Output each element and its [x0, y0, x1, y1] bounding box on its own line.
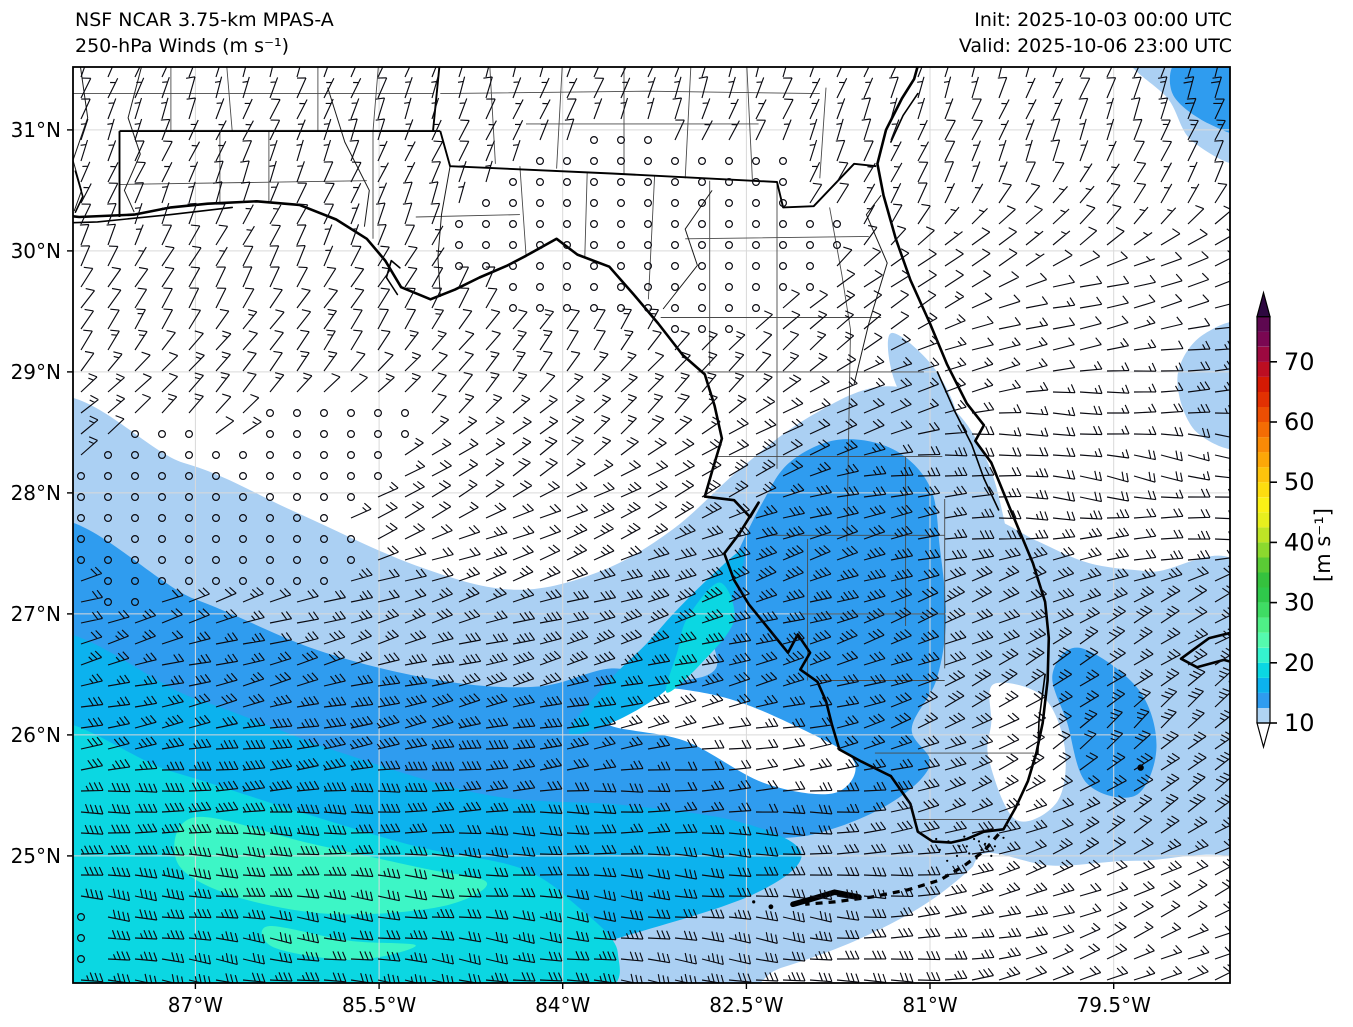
- colorbar-tick-label: 20: [1284, 649, 1315, 677]
- colorbar-tick-label: 50: [1284, 468, 1315, 496]
- x-tick-label: 84°W: [535, 993, 590, 1017]
- colorbar-segment: [1257, 331, 1270, 347]
- colorbar-segment: [1257, 677, 1270, 693]
- y-tick-label: 29°N: [11, 360, 61, 384]
- colorbar-segment: [1257, 647, 1270, 663]
- colorbar-segment: [1257, 632, 1270, 648]
- colorbar-tick-label: 40: [1284, 528, 1315, 556]
- y-tick-label: 26°N: [11, 723, 61, 747]
- colorbar-segment: [1257, 346, 1270, 362]
- colorbar-segment: [1257, 407, 1270, 422]
- colorbar-segment: [1257, 422, 1270, 438]
- colorbar-segment: [1257, 376, 1270, 392]
- y-tick-label: 28°N: [11, 481, 61, 505]
- map-frame: [72, 66, 1231, 984]
- islets: [752, 764, 1144, 910]
- fill-pale-right-edge: [1177, 322, 1230, 450]
- colorbar-under-arrow: [1256, 722, 1271, 750]
- x-tick-label: 79.5°W: [1077, 993, 1152, 1017]
- x-tick-label: 87°W: [168, 993, 223, 1017]
- colorbar-segment: [1257, 467, 1270, 483]
- colorbar-segment: [1257, 482, 1270, 498]
- calm-wind-circles: [76, 136, 841, 963]
- colorbar-segment: [1257, 602, 1270, 618]
- colorbar-unit-label: [m s⁻¹]: [1311, 508, 1335, 582]
- colorbar-segment: [1257, 527, 1270, 543]
- fill-cyanblue-tampa-tongue: [568, 550, 745, 735]
- rivers: [73, 67, 888, 385]
- title-field: 250-hPa Winds (m s⁻¹): [75, 35, 290, 57]
- florida-keys: [805, 833, 1000, 906]
- y-axis: 31°N 30°N 29°N 28°N 27°N 26°N 25°N: [11, 118, 73, 868]
- colorbar-segment: [1257, 572, 1270, 588]
- colorbar-tick-label: 60: [1284, 408, 1315, 436]
- init-time: Init: 2025-10-03 00:00 UTC: [974, 9, 1232, 31]
- colorbar-segment: [1257, 617, 1270, 633]
- time-stamps: Init: 2025-10-03 00:00 UTC Valid: 2025-1…: [959, 7, 1232, 59]
- colorbar-segment: [1257, 557, 1270, 573]
- colorbar-tick-label: 10: [1284, 709, 1315, 737]
- fill-pale-daytona-coast: [887, 332, 957, 437]
- fill-blue-atlantic-core: [1052, 647, 1157, 798]
- colorbar-segment: [1257, 452, 1270, 468]
- y-tick-label: 25°N: [11, 844, 61, 868]
- x-axis: 87°W 85.5°W 84°W 82.5°W 81°W 79.5°W: [168, 983, 1151, 1017]
- figure-title: NSF NCAR 3.75-km MPAS-A 250-hPa Winds (m…: [75, 7, 334, 59]
- county-borders: [73, 67, 1035, 821]
- y-tick-label: 27°N: [11, 602, 61, 626]
- colorbar-tick-label: 70: [1284, 348, 1315, 376]
- fill-blue-ne-corner: [1169, 67, 1230, 133]
- wind-barbs: [79, 67, 1230, 983]
- y-tick-label: 31°N: [11, 118, 61, 142]
- x-tick-label: 85.5°W: [342, 993, 417, 1017]
- colorbar-segment: [1257, 316, 1270, 332]
- title-model: NSF NCAR 3.75-km MPAS-A: [75, 9, 334, 31]
- colorbar-segment: [1257, 437, 1270, 453]
- coastlines: [73, 67, 1230, 844]
- x-tick-label: 81°W: [902, 993, 957, 1017]
- colorbar-segment: [1257, 512, 1270, 528]
- colorbar-tick-label: 30: [1284, 589, 1315, 617]
- colorbar-segment: [1257, 692, 1270, 708]
- y-tick-label: 30°N: [11, 239, 61, 263]
- colorbar-segment: [1257, 708, 1270, 723]
- colorbar-segment: [1257, 542, 1270, 558]
- valid-time: Valid: 2025-10-06 23:00 UTC: [958, 35, 1232, 57]
- colorbar-segment: [1257, 587, 1270, 603]
- colorbar-segment: [1257, 662, 1270, 678]
- state-borders: [118, 67, 877, 217]
- lower-keys: [790, 889, 862, 908]
- colorbar-segment: [1257, 497, 1270, 513]
- x-tick-label: 82.5°W: [709, 993, 784, 1017]
- colorbar-segment: [1257, 391, 1270, 407]
- fill-mint-jet-streak2: [261, 926, 416, 961]
- colorbar-over-arrow: [1256, 290, 1271, 318]
- colorbar: 10 20 30 40 50 60 70 [m s⁻¹]: [1256, 290, 1335, 750]
- colorbar-segment: [1257, 361, 1270, 377]
